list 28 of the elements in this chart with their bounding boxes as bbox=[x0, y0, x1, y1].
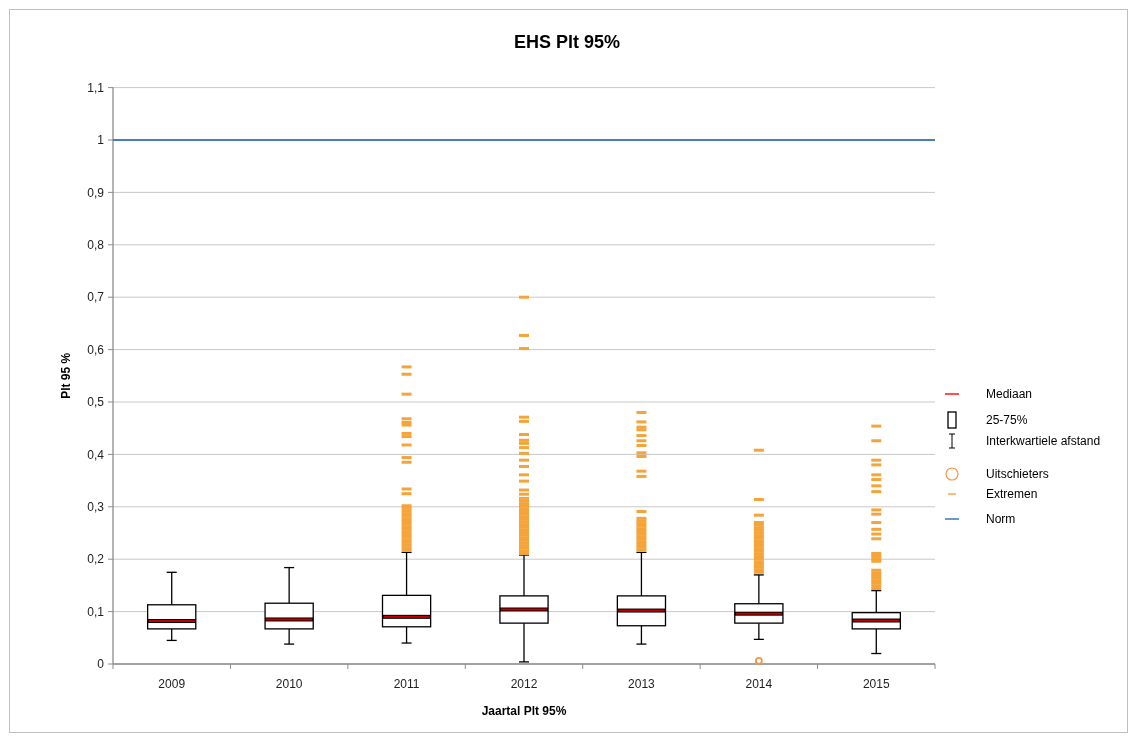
y-tick-label: 0,5 bbox=[87, 395, 105, 410]
x-axis-title: Jaartal Plt 95% bbox=[481, 704, 567, 718]
text: Mediaan bbox=[986, 387, 1033, 402]
text: Extremen bbox=[986, 487, 1038, 502]
text: Interkwartiele afstand bbox=[986, 434, 1101, 449]
legend-label: Norm bbox=[986, 512, 1016, 527]
y-tick-label: 0,7 bbox=[87, 290, 105, 305]
x-tick-label: 2012 bbox=[510, 677, 538, 691]
x-tick-label: 2013 bbox=[628, 677, 656, 691]
y-tick-label: 0,1 bbox=[87, 604, 105, 619]
text: 25-75% bbox=[986, 413, 1028, 428]
y-axis-title: Plt 95 % bbox=[59, 352, 73, 399]
x-tick-label: 2014 bbox=[745, 677, 773, 691]
x-tick-label: 2010 bbox=[275, 677, 303, 691]
y-tick-label: 1,1 bbox=[87, 80, 105, 95]
legend-label: Uitschieters bbox=[986, 467, 1049, 482]
y-tick-label: 0,2 bbox=[87, 552, 105, 567]
x-tick-label: 2011 bbox=[393, 677, 420, 691]
y-tick-label: 0 bbox=[97, 657, 105, 672]
x-tick-label: 2009 bbox=[158, 677, 186, 691]
y-tick-label: 1 bbox=[97, 133, 105, 148]
y-tick-label: 0,9 bbox=[87, 185, 105, 200]
x-tick-label: 2015 bbox=[862, 677, 890, 691]
y-tick-label: 0,4 bbox=[87, 447, 105, 462]
chart-title: EHS Plt 95% bbox=[513, 32, 621, 52]
y-tick-label: 0,8 bbox=[87, 238, 105, 252]
y-tick-label: 0,3 bbox=[87, 500, 105, 514]
y-tick-label: 0,6 bbox=[87, 342, 105, 357]
